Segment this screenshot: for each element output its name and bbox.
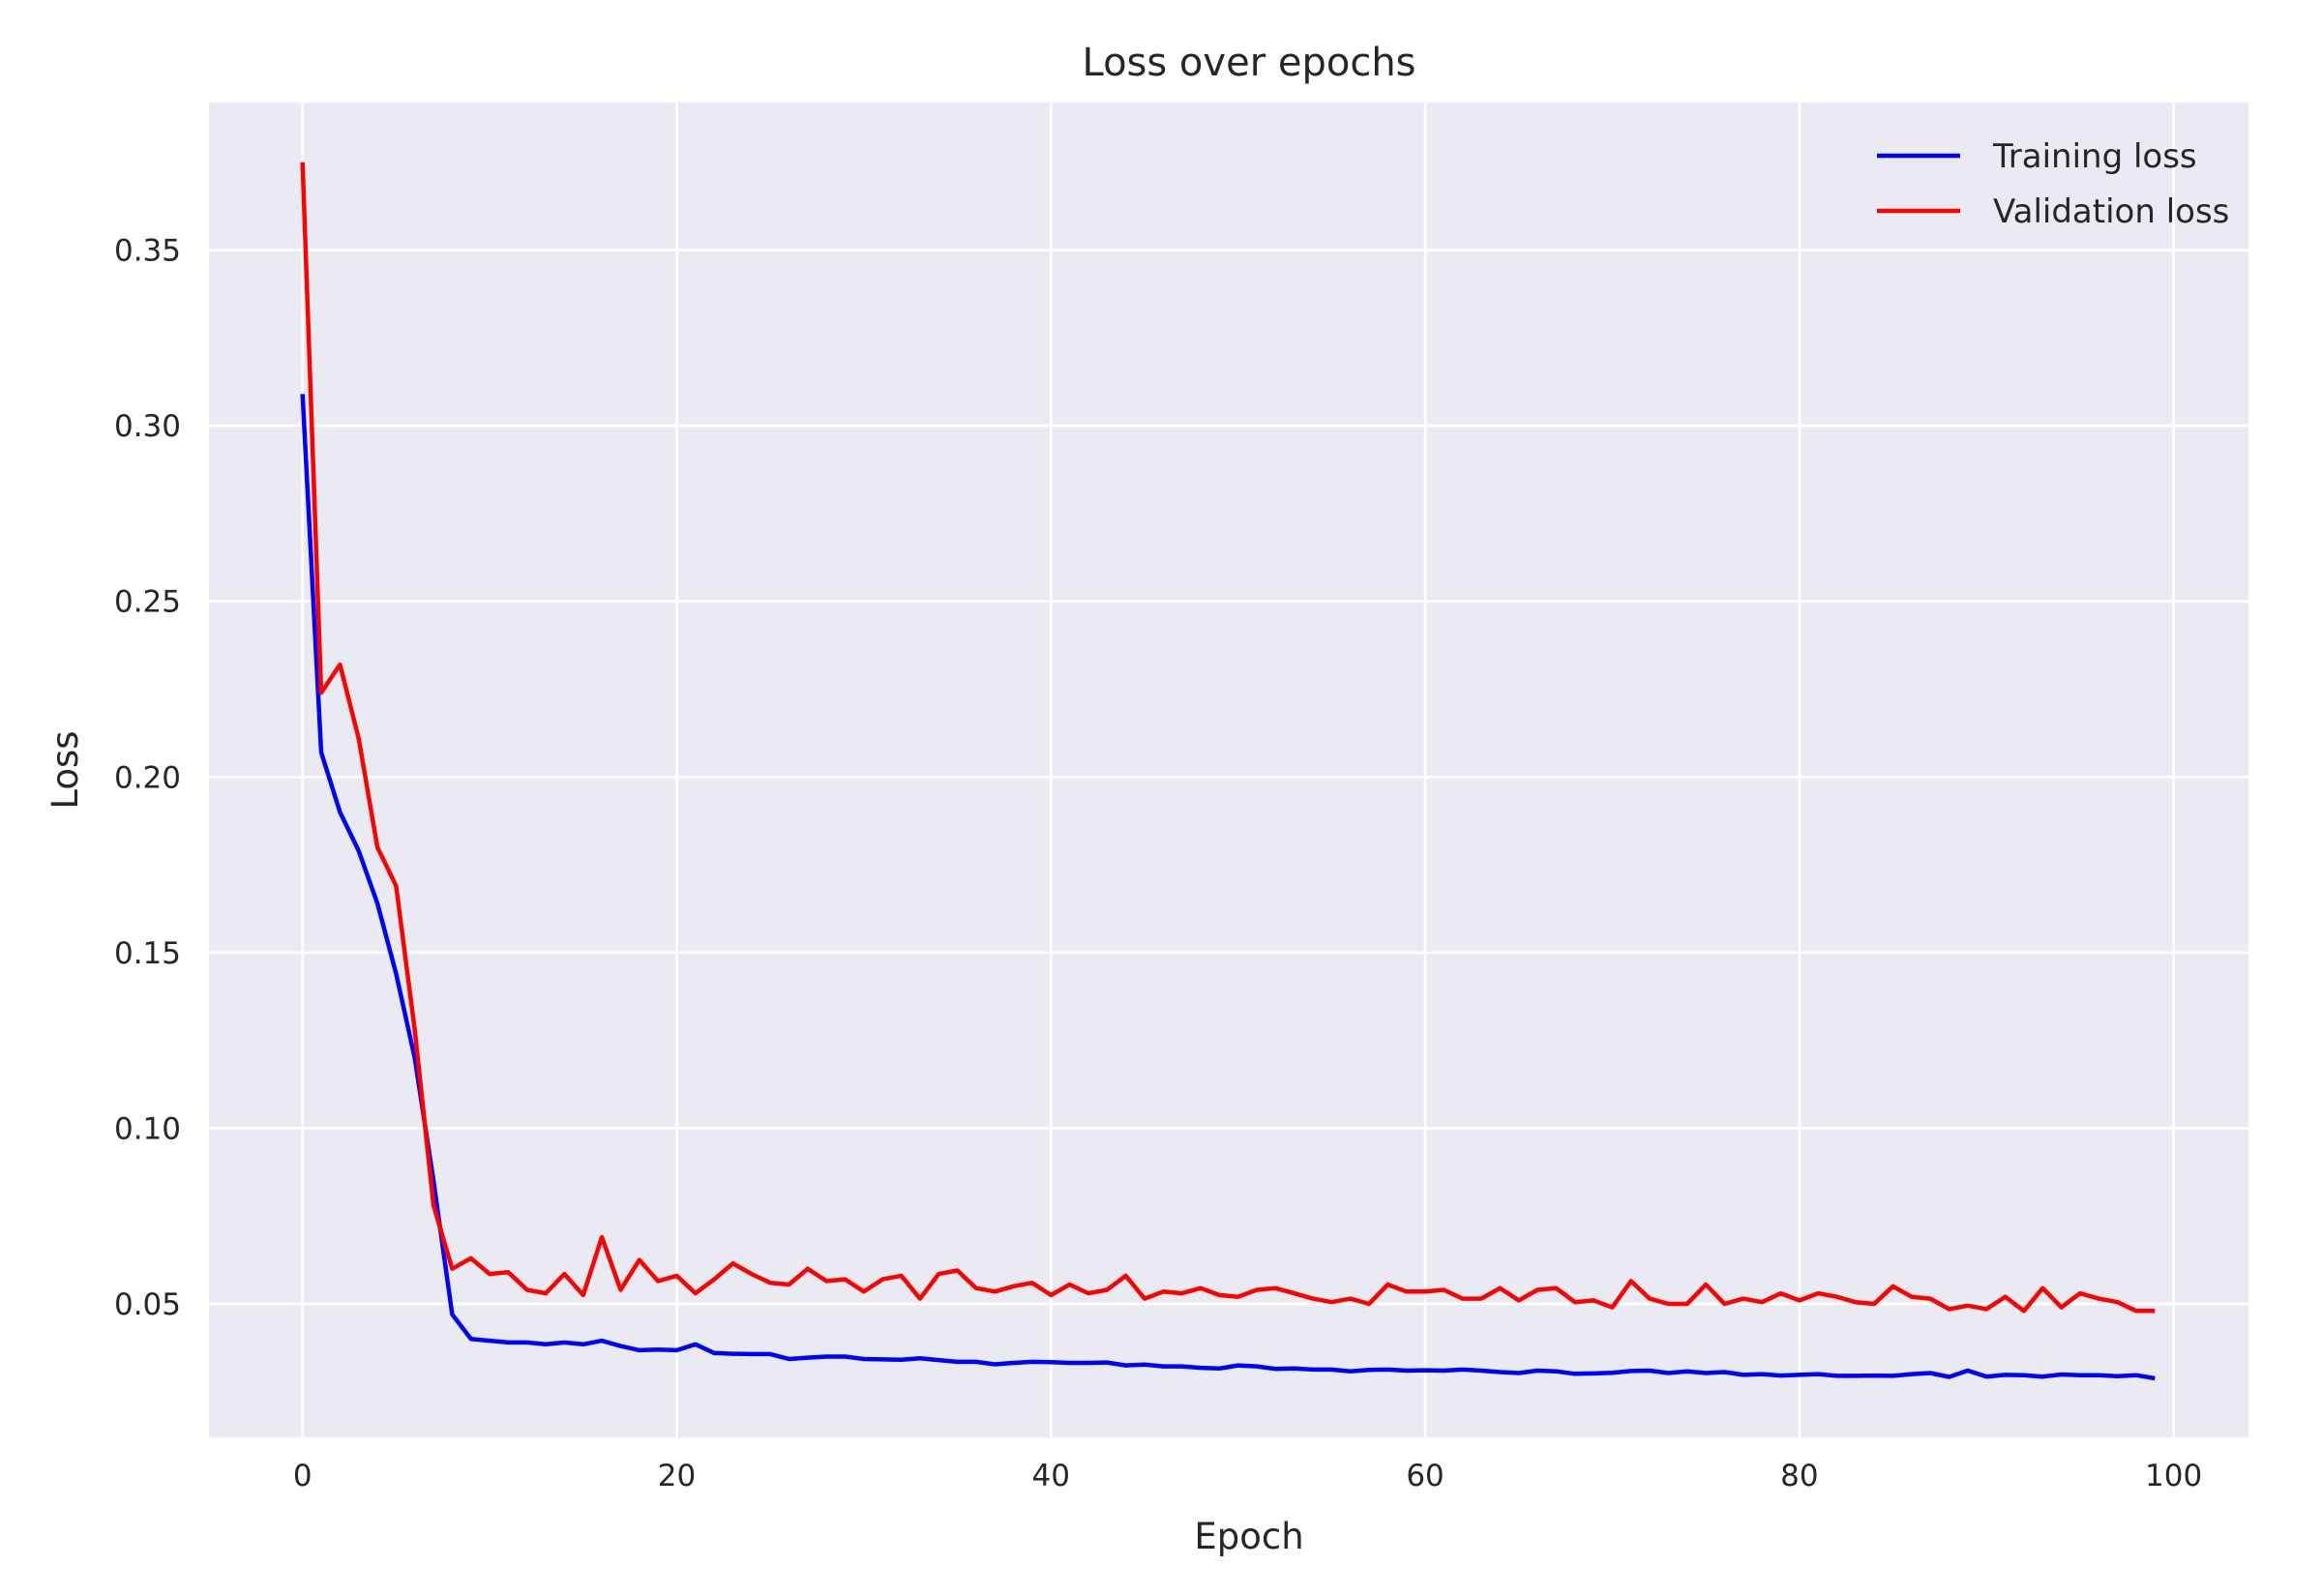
y-axis-label: Loss [45,730,86,809]
x-tick-label: 60 [1406,1459,1444,1493]
x-tick-label: 40 [1032,1459,1070,1493]
plot-background [209,103,2248,1437]
y-tick-label: 0.25 [114,585,181,620]
series-lines [300,162,2156,1381]
x-tick-label: 20 [658,1459,696,1493]
x-tick-label: 0 [293,1459,313,1493]
legend-label-validation: Validation loss [1993,192,2229,231]
legend-label-training: Training loss [1992,137,2197,176]
y-tick-label: 0.10 [114,1111,181,1146]
y-tick-label: 0.20 [114,760,181,795]
y-tick-label: 0.15 [114,936,181,971]
x-tick-label: 100 [2145,1459,2202,1493]
y-tick-label: 0.30 [114,409,181,444]
x-tick-label: 80 [1780,1459,1818,1493]
chart-title: Loss over epochs [1082,41,1415,85]
tick-labels: 0 20 40 60 80 100 0.05 0.10 0.15 0.20 0.25 0.30 0.35 [114,234,2202,1493]
series-line-training [300,394,2156,1381]
grid [209,103,2248,1437]
y-tick-label: 0.35 [114,234,181,269]
series-line-validation [300,162,2156,1314]
y-tick-label: 0.05 [114,1287,181,1322]
legend: Training loss Validation loss [1877,137,2229,231]
x-axis-label: Epoch [1194,1516,1303,1557]
